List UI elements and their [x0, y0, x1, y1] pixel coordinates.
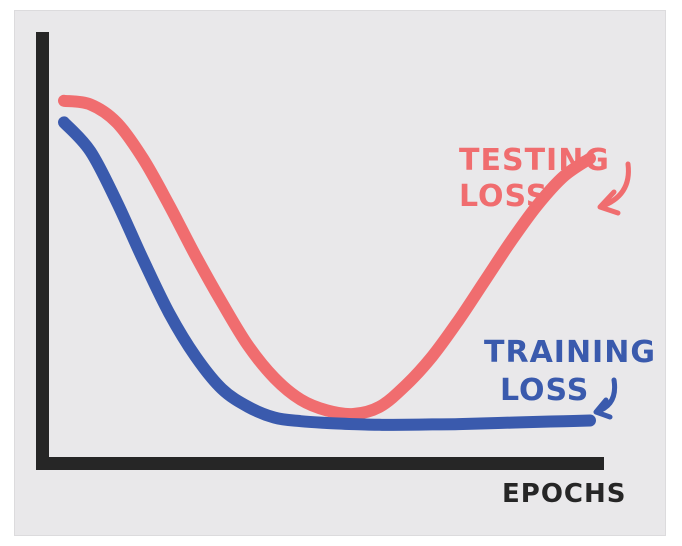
x-axis — [36, 457, 604, 470]
x-axis-label: EPOCHS — [502, 479, 627, 509]
training-loss-label-line2: LOSS — [500, 373, 589, 408]
y-axis — [36, 32, 49, 470]
training-loss-label: TRAINING LOSS — [484, 335, 666, 408]
testing-loss-line — [58, 94, 596, 421]
testing-loss-label-line2: LOSS — [459, 179, 548, 214]
loss-chart: TESTING LOSS TRAINING LOSS EPOCHS — [36, 32, 666, 509]
testing-loss-label: TESTING LOSS — [459, 143, 621, 214]
training-loss-arrow-icon — [593, 377, 618, 420]
testing-loss-arrow-icon — [597, 161, 631, 216]
training-loss-label-line1: TRAINING — [484, 335, 656, 370]
whiteboard-background — [14, 10, 666, 536]
training-loss-line — [58, 116, 596, 431]
testing-loss-label-line1: TESTING — [459, 143, 610, 178]
